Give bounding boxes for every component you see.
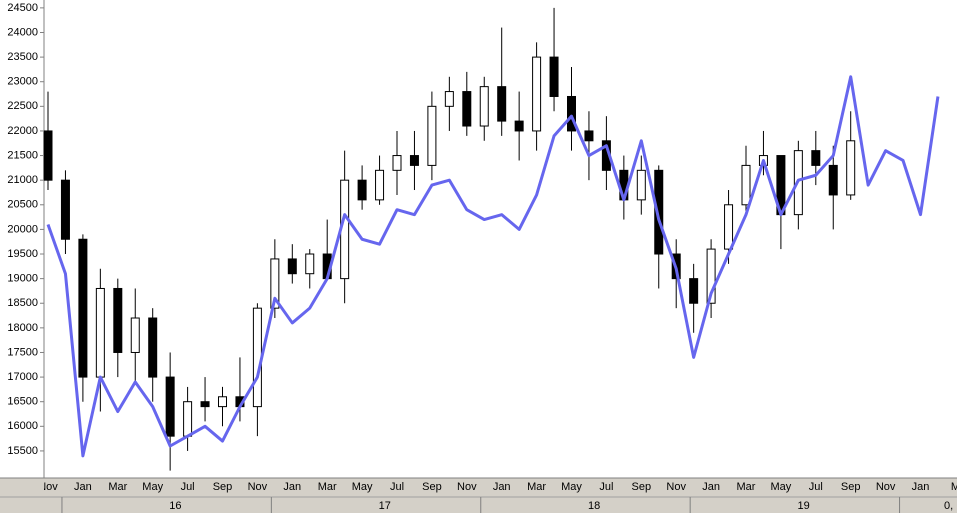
x-tick-label: Mar [108,481,127,493]
candle-body [165,376,175,437]
x-tick-label: May [142,481,163,493]
candle-body [200,401,210,408]
x-tick-label: Jul [809,481,823,493]
y-tick-label: 20000 [7,223,38,235]
candle-body [95,287,105,378]
y-tick-label: 18500 [7,297,38,309]
candle-body [654,169,664,255]
year-label: 17 [379,500,391,512]
candle-body [462,91,472,127]
candle-body [287,258,297,275]
x-tick-label: Jan [283,481,301,493]
candle-body [567,95,576,132]
candle-body [846,140,856,196]
x-tick-label: Nov [457,481,477,493]
x-tick-label: Jul [390,481,404,493]
y-tick-label: 18000 [7,322,38,334]
y-tick-label: 17000 [7,371,38,383]
y-tick-label: 23500 [7,51,38,63]
y-tick-label: 22000 [7,125,38,137]
y-tick-label: 21000 [7,174,38,186]
candle-body [130,317,140,353]
y-axis-band [0,0,44,478]
x-tick-label: Jul [599,481,613,493]
y-tick-label: 16000 [7,420,38,432]
x-axis: Nov Jan Mar May Jul Sep Nov Jan Mar May Jul Sep Nov J… [38,481,957,513]
candle-body [113,287,123,353]
x-tick-label: Mar [527,481,546,493]
candle-body [148,317,158,378]
year-label: 19 [797,500,809,512]
candle-body [357,179,367,201]
x-tick-label: Sep [632,481,652,493]
candle-body [305,253,315,275]
x-tick-label: Sep [841,481,861,493]
y-tick-label: 21500 [7,149,38,161]
candle-body [218,396,227,408]
x-tick-label: May [561,481,582,493]
candle-body [549,56,559,97]
y-tick-label: 16500 [7,396,38,408]
candle-body [724,204,734,250]
plot [43,7,940,471]
y-tick-label: 17500 [7,346,38,358]
candle-body [741,164,751,206]
x-tick-label: Sep [422,481,442,493]
x-tick-label: Jul [181,481,195,493]
x-tick-label: Nov [876,481,896,493]
y-tick-label: 24500 [7,2,38,14]
y-tick-label: 15500 [7,445,38,457]
x-tick-label: Jan [493,481,511,493]
x-tick-label: Jan [74,481,92,493]
candle-body [392,155,402,171]
candle-body [636,169,646,201]
candle-body [427,105,437,166]
y-tick-label: 23000 [7,76,38,88]
y-tick-label: 24000 [7,26,38,38]
y-tick-label: 19500 [7,248,38,260]
year-label: 18 [588,500,600,512]
candle-body [60,179,70,240]
x-tick-label: May [771,481,792,493]
x-tick-label: Jan [912,481,930,493]
candle-body [514,120,524,132]
y-tick-label: 20500 [7,199,38,211]
corner-label: 0, [944,500,953,512]
candle-body [479,86,489,127]
x-tick-label: May [352,481,373,493]
candle-body [497,86,507,122]
x-tick-label: Jan [702,481,720,493]
candle-body [409,155,419,166]
y-tick-label: 22500 [7,100,38,112]
average-line [46,75,940,458]
x-tick-label: Nov [248,481,268,493]
candle-body [811,150,821,166]
year-label: 16 [169,500,181,512]
candle-body [78,238,88,378]
candle-body [532,56,542,132]
candle-body [706,248,716,304]
x-tick-label: Mar [737,481,756,493]
x-axis-band [0,478,957,513]
x-tick-label: Nov [666,481,686,493]
y-tick-label: 19000 [7,273,38,285]
x-tick-label: M [951,481,957,493]
x-tick-label: Mar [318,481,337,493]
candle-body [270,258,280,309]
x-tick-label: Nov [38,481,58,493]
candle-body [828,164,838,196]
candle-body [584,130,594,142]
candle-body [444,91,454,107]
candle-body [375,169,385,201]
candle-body [252,307,262,408]
candle-body [183,401,193,437]
candle-body [43,130,53,181]
x-tick-label: Sep [213,481,233,493]
candle-body [689,278,699,304]
